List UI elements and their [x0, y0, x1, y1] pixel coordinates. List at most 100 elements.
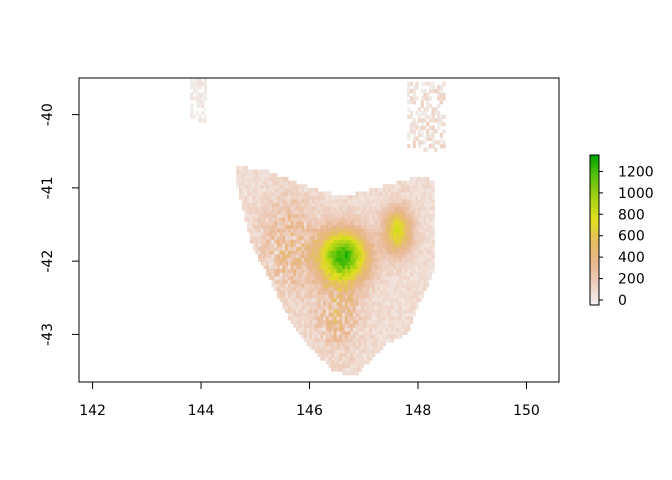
- raster-cell: [350, 231, 354, 237]
- raster-cell: [274, 176, 278, 182]
- raster-cell: [274, 217, 278, 222]
- raster-cell: [342, 352, 346, 357]
- raster-cell: [380, 213, 384, 218]
- raster-cell: [366, 213, 370, 218]
- raster-cell: [399, 290, 403, 295]
- raster-cell: [404, 257, 408, 262]
- raster-cell: [312, 213, 316, 218]
- raster-cell: [293, 272, 297, 277]
- raster-cell: [271, 209, 275, 215]
- raster-cell: [260, 257, 264, 262]
- raster-cell: [282, 224, 286, 229]
- raster-cell: [323, 264, 327, 270]
- raster-cell: [339, 242, 343, 248]
- raster-cell: [426, 147, 430, 152]
- raster-cell: [331, 327, 335, 332]
- raster-cell: [344, 327, 349, 332]
- raster-cell: [412, 85, 416, 90]
- raster-cell: [320, 235, 324, 240]
- raster-cell: [385, 198, 389, 204]
- raster-cell: [317, 213, 321, 218]
- raster-cell: [388, 286, 392, 292]
- raster-cell: [404, 308, 408, 313]
- raster-cell: [407, 209, 411, 215]
- raster-cell: [260, 239, 264, 244]
- raster-cell: [371, 198, 376, 204]
- raster-cell: [249, 235, 254, 240]
- raster-cell: [287, 305, 292, 310]
- raster-cell: [247, 184, 251, 189]
- raster-cell: [358, 345, 362, 350]
- raster-cell: [314, 301, 319, 306]
- raster-cell: [336, 294, 340, 299]
- raster-cell: [298, 268, 302, 273]
- raster-cell: [277, 294, 281, 299]
- raster-cell: [277, 224, 281, 229]
- raster-cell: [258, 235, 262, 240]
- raster-cell: [404, 272, 408, 277]
- raster-cell: [282, 217, 286, 222]
- raster-cell: [325, 261, 330, 266]
- raster-cell: [339, 268, 343, 273]
- raster-cell: [317, 312, 321, 317]
- raster-cell: [358, 213, 362, 218]
- raster-cell: [295, 286, 300, 292]
- raster-cell: [409, 319, 414, 324]
- raster-cell: [382, 312, 386, 317]
- raster-cell: [260, 242, 264, 248]
- raster-cell: [258, 195, 262, 200]
- raster-cell: [420, 272, 424, 277]
- raster-cell: [249, 231, 254, 237]
- raster-cell: [415, 283, 419, 288]
- raster-cell: [385, 231, 389, 237]
- raster-cell: [298, 286, 302, 292]
- raster-cell: [371, 294, 376, 299]
- raster-cell: [350, 341, 354, 346]
- raster-cell: [295, 187, 300, 193]
- raster-cell: [407, 308, 411, 313]
- raster-cell: [382, 268, 386, 273]
- raster-cell: [431, 261, 435, 266]
- raster-cell: [258, 239, 262, 244]
- raster-cell: [263, 220, 267, 226]
- raster-cell: [415, 253, 419, 259]
- raster-cell: [336, 213, 340, 218]
- raster-cell: [336, 286, 340, 292]
- raster-cell: [306, 305, 311, 310]
- raster-cell: [380, 290, 384, 295]
- raster-cell: [247, 173, 251, 178]
- raster-cell: [317, 195, 321, 200]
- legend-swatch: [590, 217, 599, 221]
- raster-cell: [279, 257, 283, 262]
- raster-cell: [317, 294, 321, 299]
- raster-cell: [285, 261, 289, 266]
- raster-cell: [192, 78, 197, 83]
- raster-cell: [358, 206, 362, 211]
- raster-cell: [236, 173, 240, 178]
- raster-cell: [323, 327, 327, 332]
- raster-cell: [350, 242, 354, 248]
- raster-cell: [304, 264, 308, 270]
- raster-cell: [339, 217, 343, 222]
- raster-cell: [418, 213, 422, 218]
- raster-cell: [426, 132, 430, 138]
- raster-cell: [399, 228, 403, 233]
- raster-cell: [431, 184, 435, 189]
- raster-cell: [347, 283, 351, 288]
- raster-cell: [331, 228, 335, 233]
- raster-cell: [401, 275, 405, 281]
- raster-cell: [369, 345, 373, 350]
- y-axis: -40-41-42-43: [40, 103, 80, 346]
- raster-cell: [342, 272, 346, 277]
- raster-cell: [290, 279, 294, 284]
- raster-cell: [426, 191, 430, 196]
- raster-cell: [371, 279, 376, 284]
- raster-cell: [358, 224, 362, 229]
- raster-cell: [415, 111, 419, 116]
- raster-cell: [374, 349, 378, 354]
- raster-cell: [407, 253, 411, 259]
- raster-cell: [279, 224, 283, 229]
- raster-cell: [342, 228, 346, 233]
- raster-cell: [423, 81, 427, 86]
- raster-cell: [437, 140, 441, 145]
